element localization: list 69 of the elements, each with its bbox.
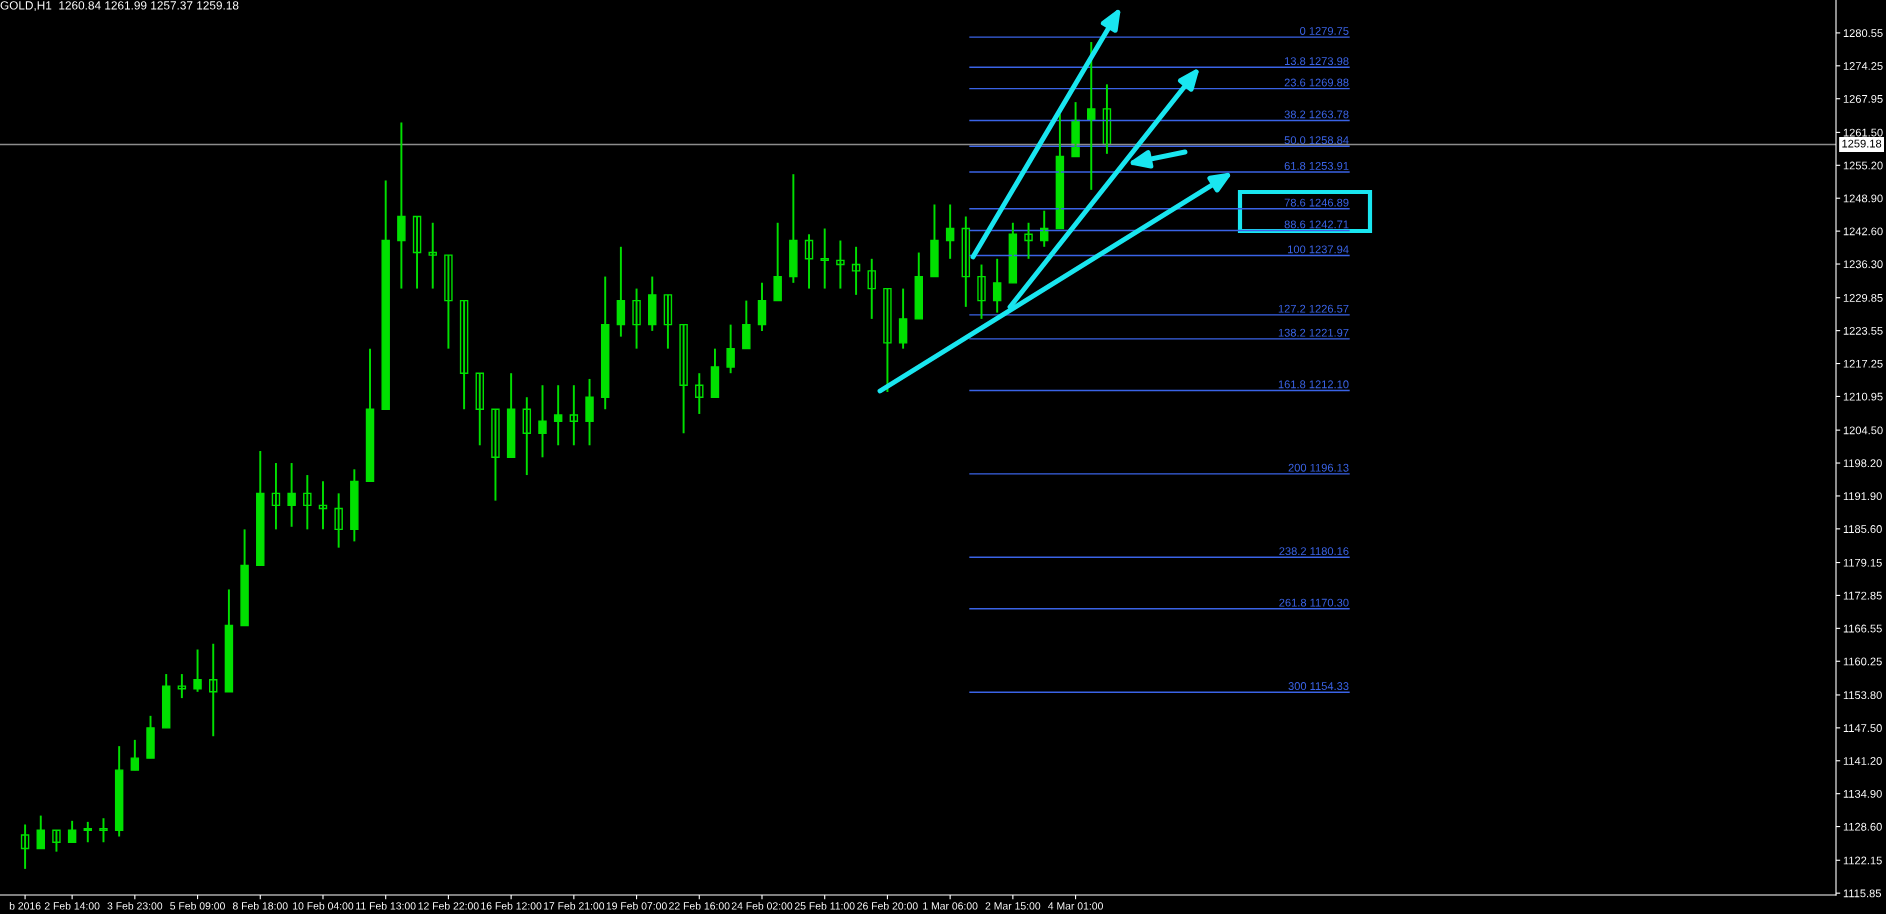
y-tick-label: 1274.25: [1843, 62, 1883, 70]
y-tick-label: 1115.85: [1843, 889, 1881, 898]
y-tick-label: 1261.50: [1843, 128, 1883, 137]
ref-line-label: 161.8 1212.10: [1278, 380, 1349, 389]
y-tick-label: 1242.60: [1843, 227, 1883, 236]
ref-line-label: 127.2 1226.57: [1278, 304, 1349, 313]
y-tick-label: 1185.60: [1843, 525, 1882, 533]
x-tick-label: 17 Feb 21:00: [543, 901, 605, 910]
y-tick-label: 1179.15: [1843, 558, 1882, 567]
x-tick-label: 3 Feb 23:00: [107, 901, 163, 910]
x-tick-label: 1 Mar 06:00: [923, 902, 978, 910]
x-tick-label: 25 Feb 11:00: [794, 901, 855, 910]
y-tick-label: 1280.55: [1843, 29, 1883, 38]
y-tick-label: 1147.50: [1843, 724, 1882, 732]
y-tick-label: 1229.85: [1843, 293, 1883, 302]
ref-line-label: 200 1196.13: [1288, 463, 1349, 472]
y-tick-label: 1128.60: [1843, 822, 1882, 831]
ref-line-label: 0 1279.75: [1300, 27, 1349, 35]
ref-line-label: 138.2 1221.97: [1278, 328, 1349, 337]
y-tick-label: 1248.90: [1843, 194, 1883, 203]
candlestick: [99, 817, 108, 844]
ref-line-label: 23.6 1269.88: [1284, 78, 1349, 87]
x-tick-label: 19 Feb 07:00: [606, 901, 667, 910]
x-tick-label: 2 Mar 15:00: [985, 902, 1041, 910]
candlestick: [585, 377, 594, 447]
y-tick-label: 1210.95: [1843, 392, 1883, 401]
ref-line-label: 88.6 1242.71: [1284, 220, 1349, 229]
ref-line-label: 13.8 1273.98: [1284, 57, 1349, 66]
y-tick-label: 1204.50: [1843, 426, 1883, 435]
x-tick-label: 10 Feb 04:00: [293, 901, 354, 910]
y-tick-label: 1223.55: [1843, 326, 1883, 335]
ref-line-label: 238.2 1180.16: [1279, 547, 1349, 556]
x-tick-label: 16 Feb 12:00: [481, 901, 542, 910]
x-tick-label: 11 Feb 13:00: [356, 901, 416, 910]
ref-line-label: 1259.18: [1842, 139, 1882, 148]
candlestick: [820, 227, 829, 290]
x-tick-label: 4 Mar 01:00: [1048, 902, 1103, 910]
y-tick-label: 1255.20: [1843, 161, 1883, 170]
chart-title: GOLD,H1 1260.84 1261.99 1257.37 1259.18: [0, 1, 239, 11]
y-tick-label: 1172.85: [1843, 591, 1882, 600]
x-tick-label: b 2016: [9, 901, 41, 910]
x-tick-label: 8 Feb 18:00: [232, 901, 288, 910]
x-tick-label: 26 Feb 20:00: [857, 901, 918, 910]
candlestick: [146, 714, 155, 760]
y-tick-label: 1134.90: [1843, 789, 1882, 798]
x-tick-label: 22 Feb 16:00: [669, 901, 730, 910]
x-tick-label: 5 Feb 09:00: [170, 901, 225, 910]
candlestick: [538, 384, 547, 459]
y-tick-label: 1198.20: [1843, 459, 1882, 468]
ref-line-label: 300 1154.33: [1288, 682, 1349, 690]
ref-line-label: 61.8 1253.91: [1284, 161, 1349, 170]
y-tick-label: 1267.95: [1843, 94, 1883, 103]
y-tick-label: 1160.25: [1843, 657, 1882, 666]
y-tick-label: 1236.30: [1843, 260, 1883, 269]
y-tick-label: 1166.55: [1843, 624, 1882, 633]
ref-line-label: 38.2 1263.78: [1284, 110, 1349, 119]
y-tick-label: 1122.15: [1843, 856, 1882, 865]
x-tick-label: 12 Feb 22:00: [418, 901, 479, 910]
ref-line-label: 100 1237.94: [1288, 245, 1349, 254]
ref-line-label: 78.6 1246.89: [1284, 198, 1349, 207]
y-tick-label: 1217.25: [1843, 359, 1883, 368]
y-tick-label: 1191.90: [1843, 492, 1882, 501]
candlestick: [977, 263, 986, 320]
x-tick-label: 2 Feb 14:00: [44, 901, 100, 910]
y-tick-label: 1153.80: [1843, 691, 1882, 700]
ref-line-label: 50.0 1258.84: [1284, 136, 1349, 145]
ref-line-label: 261.8 1170.30: [1279, 598, 1349, 607]
x-tick-label: 24 Feb 02:00: [731, 901, 793, 910]
y-tick-label: 1141.20: [1843, 757, 1882, 765]
